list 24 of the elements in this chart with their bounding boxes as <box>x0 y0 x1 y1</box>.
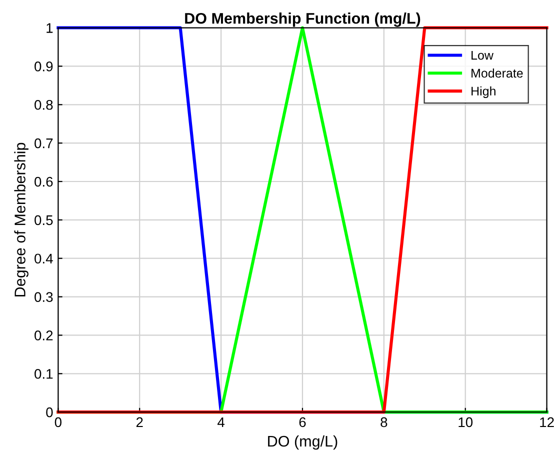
y-tick-label: 0.7 <box>34 138 53 148</box>
legend-label: Moderate <box>472 68 523 78</box>
legend-label: Low <box>472 51 494 60</box>
y-tick-label: 0 <box>46 407 53 418</box>
x-tick-label: 0 <box>54 417 62 428</box>
y-tick-label: 0.2 <box>34 330 53 340</box>
y-tick-label: 0.8 <box>34 100 53 110</box>
x-tick-label: 8 <box>380 417 388 428</box>
y-tick-label: 0.1 <box>34 368 53 379</box>
x-axis-title: DO (mg/L) <box>268 435 338 450</box>
x-tick-label: 12 <box>540 417 554 427</box>
y-tick-label: 0.5 <box>34 215 53 226</box>
x-tick-label: 4 <box>218 417 224 427</box>
y-axis-title: Degree of Membership <box>14 142 28 296</box>
chart-title: DO Membership Function (mg/L) <box>185 12 420 27</box>
y-tick-label: 0.3 <box>34 292 53 302</box>
legend-label: High <box>472 86 496 98</box>
y-tick-label: 1 <box>46 23 53 33</box>
y-tick-label: 0.4 <box>34 254 53 264</box>
x-tick-label: 6 <box>299 417 306 428</box>
y-tick-label: 0.6 <box>34 176 53 187</box>
x-tick-label: 10 <box>458 417 473 428</box>
x-tick-label: 2 <box>136 417 143 427</box>
y-tick-label: 0.9 <box>34 62 53 72</box>
